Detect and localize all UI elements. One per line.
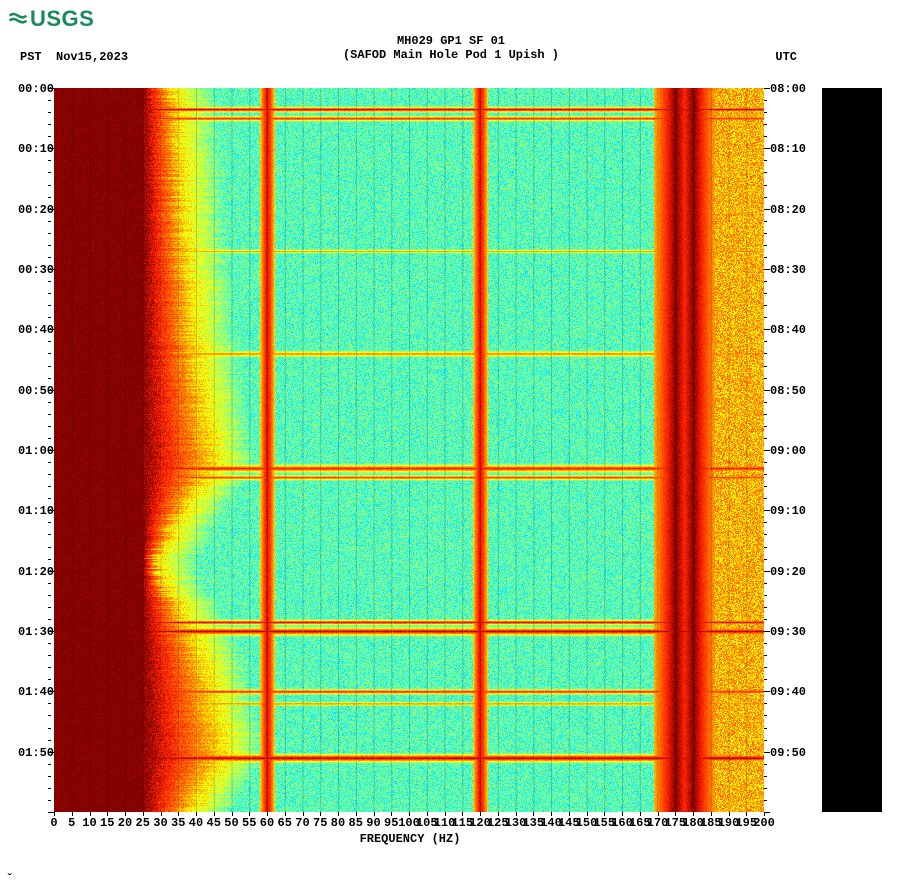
x-tick: 95 [384, 816, 398, 830]
wave-icon [8, 9, 28, 29]
spectrogram-canvas [54, 88, 764, 812]
x-tick: 90 [366, 816, 380, 830]
x-tick: 35 [171, 816, 185, 830]
x-tick: 60 [260, 816, 274, 830]
x-tick: 85 [349, 816, 363, 830]
y-right-tick: 09:50 [770, 746, 806, 760]
x-tick: 50 [224, 816, 238, 830]
x-tick: 70 [295, 816, 309, 830]
y-right-tick: 08:10 [770, 142, 806, 156]
usgs-text: USGS [30, 6, 94, 32]
x-tick: 200 [753, 816, 775, 830]
title-line-2: (SAFOD Main Hole Pod 1 Upish ) [0, 48, 902, 62]
x-tick: 40 [189, 816, 203, 830]
pst-date-label: PST Nov15,2023 [20, 50, 128, 64]
title-line-1: MH029 GP1 SF 01 [0, 34, 902, 48]
y-right-tick: 08:40 [770, 323, 806, 337]
x-tick: 10 [82, 816, 96, 830]
usgs-logo: USGS [8, 6, 94, 32]
x-tick: 55 [242, 816, 256, 830]
utc-label: UTC [775, 50, 797, 64]
y-right-tick: 08:20 [770, 203, 806, 217]
x-axis-label: FREQUENCY (HZ) [0, 832, 820, 846]
y-right-tickmarks [764, 88, 770, 812]
y-right-tick: 08:50 [770, 384, 806, 398]
y-right-tick: 08:30 [770, 263, 806, 277]
x-tick: 75 [313, 816, 327, 830]
y-right-tick: 09:10 [770, 504, 806, 518]
x-tick: 5 [68, 816, 75, 830]
y-left-tickmarks [48, 88, 54, 812]
y-right-tick: 09:40 [770, 685, 806, 699]
x-tick: 45 [207, 816, 221, 830]
y-right-tick: 08:00 [770, 82, 806, 96]
x-tick: 25 [136, 816, 150, 830]
x-tick: 20 [118, 816, 132, 830]
y-right-tick: 09:20 [770, 565, 806, 579]
caret-mark: ˇ [6, 872, 13, 886]
x-tick: 15 [100, 816, 114, 830]
y-right-tick: 09:30 [770, 625, 806, 639]
y-right-tick: 09:00 [770, 444, 806, 458]
x-tick: 0 [50, 816, 57, 830]
x-tick-labels: 0510152025303540455055606570758085909510… [54, 816, 764, 832]
colorbar [822, 88, 882, 812]
spectrogram-plot [54, 88, 764, 812]
x-tick: 30 [153, 816, 167, 830]
title-block: MH029 GP1 SF 01 (SAFOD Main Hole Pod 1 U… [0, 34, 902, 62]
x-tick: 65 [278, 816, 292, 830]
x-tick: 80 [331, 816, 345, 830]
y-right-tick-labels: 08:0008:1008:2008:3008:4008:5009:0009:10… [770, 88, 814, 812]
